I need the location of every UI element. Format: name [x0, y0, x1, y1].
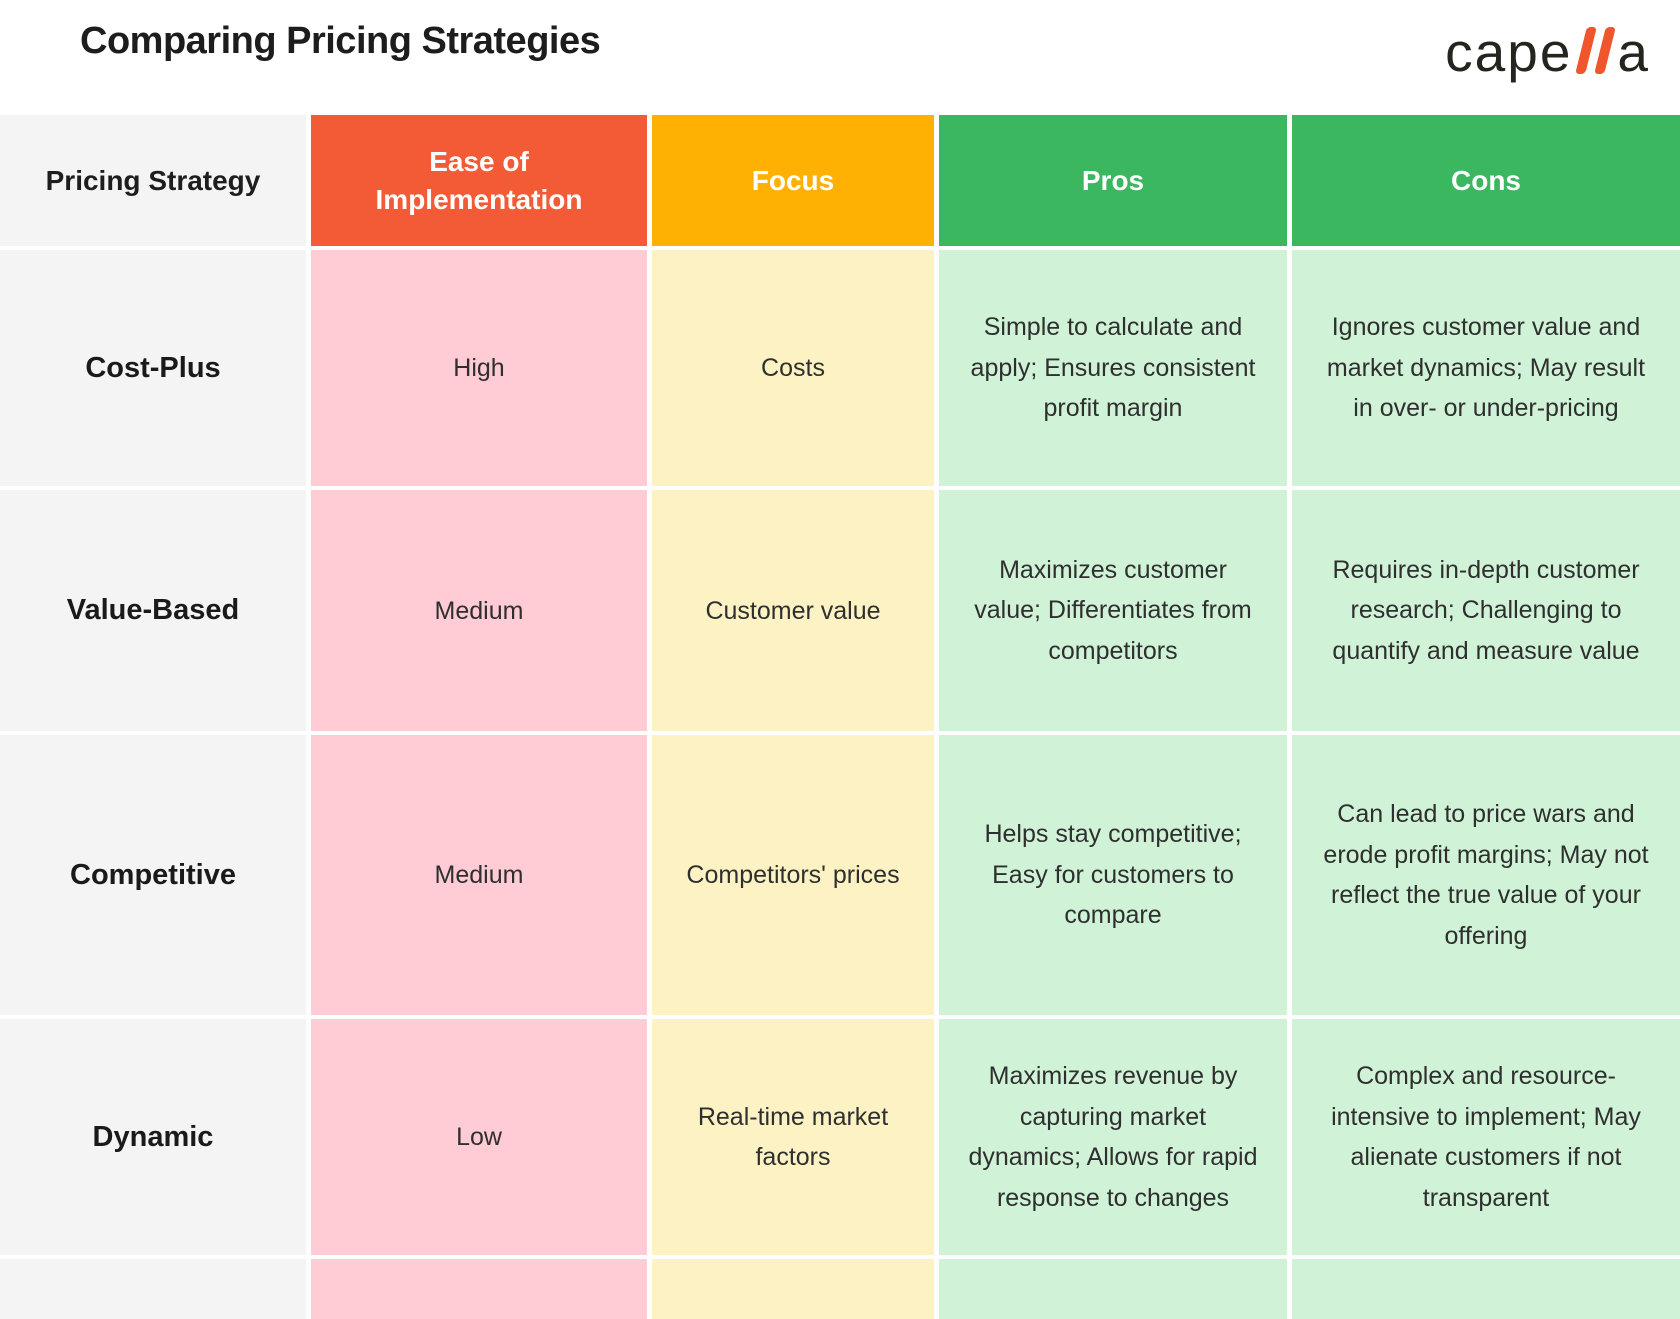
pricing-strategy-table: Pricing Strategy Ease of Implementation … [0, 115, 1680, 1319]
header-cell-cons: Cons [1292, 115, 1680, 246]
row-cost-plus-cons: Ignores customer value and market dynami… [1292, 250, 1680, 486]
row-cost-plus-label: Cost-Plus [0, 250, 306, 486]
row-dynamic-ease: Low [311, 1019, 647, 1255]
row-value-based-cons: Requires in-depth customer research; Cha… [1292, 490, 1680, 731]
row-competitive-label: Competitive [0, 735, 306, 1015]
row-cost-plus-ease: High [311, 250, 647, 486]
row-dynamic-pros: Maximizes revenue by capturing market dy… [939, 1019, 1287, 1255]
page-title: Comparing Pricing Strategies [80, 20, 601, 62]
header-cell-ease-of-implementation: Ease of Implementation [311, 115, 647, 246]
row-cost-plus-focus: Costs [652, 250, 934, 486]
row-dynamic-focus: Real-time market factors [652, 1019, 934, 1255]
row-competitive-ease: Medium [311, 735, 647, 1015]
logo-text-right: a [1617, 21, 1650, 83]
row-value-based-focus: Customer value [652, 490, 934, 731]
row-cost-plus-pros: Simple to calculate and apply; Ensures c… [939, 250, 1287, 486]
row-value-based-label: Value-Based [0, 490, 306, 731]
table-partial-cell [939, 1259, 1287, 1319]
row-value-based-ease: Medium [311, 490, 647, 731]
header-cell-focus: Focus [652, 115, 934, 246]
row-competitive-pros: Helps stay competitive; Easy for custome… [939, 735, 1287, 1015]
table-partial-cell [311, 1259, 647, 1319]
row-value-based-pros: Maximizes customer value; Differentiates… [939, 490, 1287, 731]
table-partial-cell [652, 1259, 934, 1319]
logo-double-l-bars-icon [1575, 27, 1617, 74]
row-dynamic-cons: Complex and resource-intensive to implem… [1292, 1019, 1680, 1255]
capella-logo: cape a [1445, 16, 1650, 83]
logo-text-left: cape [1445, 21, 1573, 83]
top-bar: Comparing Pricing Strategies cape a [0, 0, 1680, 115]
header-cell-pricing-strategy: Pricing Strategy [0, 115, 306, 246]
table-partial-cell [1292, 1259, 1680, 1319]
row-competitive-focus: Competitors' prices [652, 735, 934, 1015]
row-dynamic-label: Dynamic [0, 1019, 306, 1255]
table-partial-cell [0, 1259, 306, 1319]
row-competitive-cons: Can lead to price wars and erode profit … [1292, 735, 1680, 1015]
header-cell-pros: Pros [939, 115, 1287, 246]
